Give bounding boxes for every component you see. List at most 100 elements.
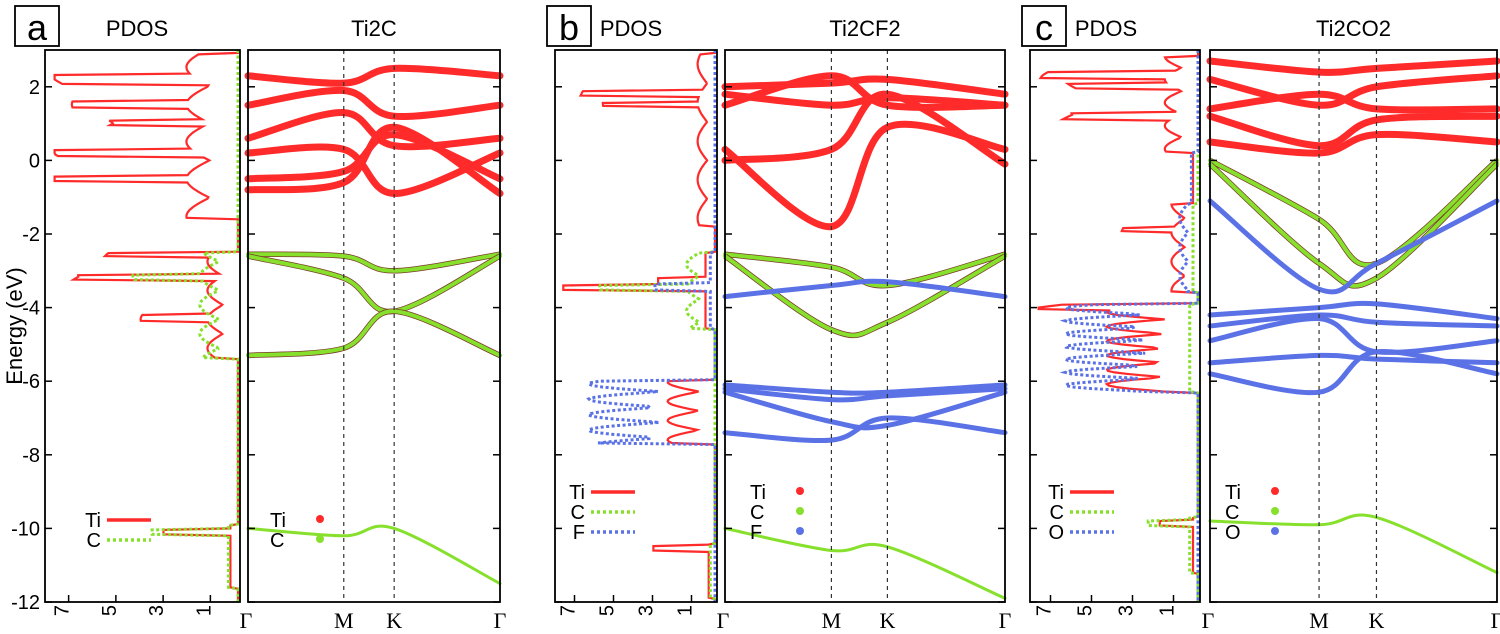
k-point-label: K — [386, 608, 402, 633]
pdos-tick-label: 5 — [1075, 605, 1097, 616]
band-legend-label: C — [270, 530, 284, 552]
pdos-curve-ti — [53, 50, 240, 602]
pdos-tick-label: 7 — [1034, 605, 1056, 616]
k-point-label: Γ — [717, 608, 730, 633]
band-legend-label: F — [750, 522, 762, 544]
k-point-label: Γ — [999, 608, 1012, 633]
k-point-label: Γ — [240, 608, 253, 633]
pdos-legend-label: C — [87, 530, 101, 552]
pdos-frame — [1029, 49, 1201, 603]
band-line-ti — [1206, 112, 1500, 150]
panel-c — [1037, 50, 1500, 602]
band-line-ti — [1206, 57, 1500, 76]
pdos-curve-c — [131, 50, 240, 602]
band-line-f — [722, 415, 1008, 443]
pdos-tick-label: 5 — [597, 605, 619, 616]
band-legend-marker — [1271, 507, 1279, 515]
band-line-c — [1208, 158, 1499, 267]
k-point-label: M — [822, 608, 842, 633]
band-line-f — [722, 386, 1008, 403]
k-point-label: Γ — [494, 608, 507, 633]
band-line-c — [1208, 513, 1499, 575]
band-legend-marker — [1271, 487, 1279, 495]
pdos-legend-label: Ti — [569, 482, 585, 504]
band-line-c — [246, 524, 502, 586]
band-legend-label: Ti — [1225, 482, 1241, 504]
band-legend-label: O — [1225, 522, 1241, 544]
band-title: Ti2CF2 — [829, 16, 900, 41]
band-line-o — [1207, 198, 1500, 295]
pdos-frame — [44, 49, 241, 603]
band-line-ti — [721, 72, 1009, 111]
band-line-c — [246, 309, 502, 358]
band-line-o — [1207, 349, 1500, 396]
band-line-ti — [244, 64, 504, 87]
y-tick-label: -4 — [22, 298, 40, 320]
pdos-tick-label: 1 — [1157, 605, 1179, 616]
band-line-ti — [1206, 72, 1500, 109]
pdos-curve-x3 — [1059, 50, 1200, 602]
k-point-label: K — [1369, 608, 1385, 633]
y-tick-label: 2 — [29, 77, 40, 99]
band-line-o — [1207, 300, 1500, 322]
pdos-legend-label: C — [571, 502, 585, 524]
band-frame — [724, 49, 1006, 603]
y-tick-label: -10 — [11, 518, 40, 540]
band-legend-marker — [1271, 527, 1279, 535]
band-line-ti — [721, 120, 1009, 231]
panel-a — [53, 50, 504, 602]
k-point-label: Γ — [1491, 608, 1500, 633]
pdos-tick-label: 7 — [52, 605, 74, 616]
panel-letter: a — [27, 7, 48, 48]
band-legend-label: Ti — [750, 482, 766, 504]
pdos-legend-label: Ti — [1048, 482, 1064, 504]
pdos-legend-label: C — [1050, 502, 1064, 524]
pdos-title: PDOS — [1075, 16, 1137, 41]
y-tick-label: -12 — [11, 592, 40, 614]
pdos-tick-label: 7 — [558, 605, 580, 616]
band-legend-label: Ti — [270, 510, 286, 532]
band-legend-label: C — [1225, 502, 1239, 524]
band-line-ti — [244, 109, 504, 151]
band-legend-marker — [316, 515, 324, 523]
band-line-c — [723, 526, 1007, 600]
band-frame — [1209, 49, 1498, 603]
band-line-c — [246, 252, 502, 273]
band-line-f — [722, 278, 1008, 300]
band-line-ti — [244, 143, 504, 198]
k-point-label: Γ — [1202, 608, 1215, 633]
pdos-curve-c — [598, 50, 717, 602]
k-point-label: K — [879, 608, 895, 633]
pdos-title: PDOS — [106, 16, 168, 41]
panel-b — [562, 50, 1009, 602]
band-legend-marker — [796, 487, 804, 495]
y-tick-label: -8 — [22, 445, 40, 467]
band-line-o — [1207, 316, 1500, 355]
band-line-ti — [244, 123, 504, 197]
pdos-title: PDOS — [600, 16, 662, 41]
pdos-tick-label: 3 — [1116, 605, 1138, 616]
panel-letter-box — [1021, 5, 1067, 47]
band-legend-marker — [316, 535, 324, 543]
band-legend-marker — [796, 527, 804, 535]
band-line-o — [1207, 312, 1500, 329]
k-point-label: M — [334, 608, 354, 633]
k-point-label: M — [1309, 608, 1329, 633]
pdos-curve-x3 — [585, 50, 717, 602]
band-title: Ti2CO2 — [1316, 16, 1391, 41]
band-line-c — [246, 254, 502, 314]
band-line-ti — [244, 86, 504, 121]
band-line-ti — [721, 90, 1009, 109]
y-tick-label: -2 — [22, 224, 40, 246]
y-tick-label: -6 — [22, 371, 40, 393]
band-line-f — [722, 382, 1008, 396]
band-legend-marker — [796, 507, 804, 515]
pdos-tick-label: 1 — [193, 605, 215, 616]
band-line-ti — [721, 90, 1009, 168]
y-axis-label: Energy (eV) — [2, 267, 27, 384]
pdos-frame — [554, 49, 718, 603]
pdos-legend-label: Ti — [85, 510, 101, 532]
band-frame — [247, 49, 501, 603]
pdos-tick-label: 3 — [146, 605, 168, 616]
